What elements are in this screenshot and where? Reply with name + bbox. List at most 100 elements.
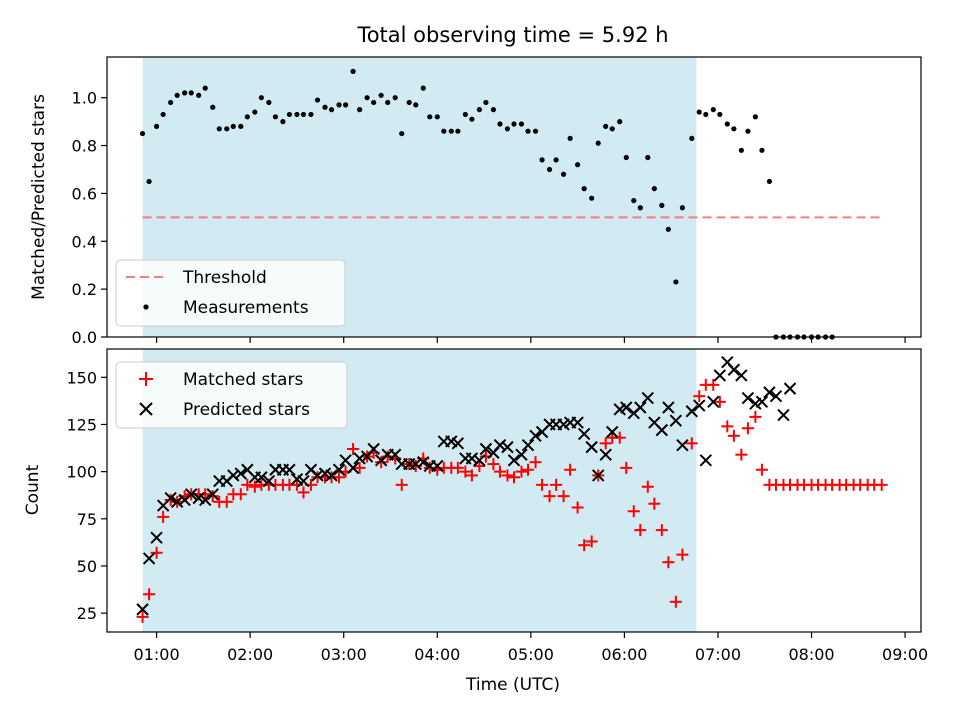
measurement-point (759, 147, 765, 153)
bottom-y-tick-label: 100 (66, 463, 97, 482)
measurement-point (238, 123, 244, 130)
measurement-point (766, 178, 773, 185)
measurement-point (665, 226, 671, 232)
measurement-point (710, 107, 716, 113)
measurement-points (139, 68, 835, 340)
matched-star-point (707, 378, 720, 391)
predicted-star-point (585, 440, 598, 454)
measurement-point (342, 102, 349, 108)
matched-star-point (749, 410, 762, 423)
predicted-star-point (417, 455, 430, 469)
matched-star-point (347, 442, 360, 455)
measurement-point (174, 92, 180, 98)
matched-star-point (634, 524, 647, 537)
measurement-point (286, 111, 293, 118)
predicted-star-point (353, 452, 366, 465)
matched-star-point (487, 458, 500, 471)
measurement-point (188, 90, 194, 96)
legend-measurements-swatch (143, 304, 149, 310)
bottom-legend: Matched stars Predicted stars (115, 361, 348, 429)
bottom-x-tick-label: 01:00 (134, 645, 180, 664)
matched-star-point (353, 461, 366, 474)
measurement-point (441, 128, 447, 134)
legend-matched-label: Matched stars (183, 370, 303, 390)
measurement-point (637, 205, 643, 211)
matched-star-point (627, 505, 640, 518)
predicted-star-point (346, 461, 360, 475)
predicted-star-point (325, 469, 338, 482)
matched-star-point (459, 465, 472, 478)
measurement-point (434, 114, 440, 120)
predicted-star-point (662, 401, 675, 414)
matched-star-point (473, 459, 486, 472)
predicted-star-point (713, 369, 727, 382)
measurement-point (539, 157, 545, 163)
predicted-star-point (409, 457, 422, 471)
predicted-star-point (529, 429, 542, 442)
matched-star-point (220, 495, 233, 508)
top-legend-frame (115, 259, 346, 327)
measurement-point (462, 111, 468, 118)
measurement-point (595, 140, 601, 146)
predicted-star-point (206, 488, 219, 501)
predicted-star-point (699, 454, 713, 467)
measurement-point (752, 114, 758, 120)
measurement-point (427, 114, 433, 120)
predicted-star-point (501, 440, 514, 454)
predicted-star-point (676, 439, 689, 452)
top-x-ticks (155, 337, 906, 343)
measurement-point (314, 97, 321, 103)
predicted-star-point (297, 474, 310, 488)
measurement-point (724, 121, 730, 127)
measurement-point (350, 68, 356, 74)
measurement-point (153, 123, 160, 130)
measurement-point (406, 99, 412, 106)
measurement-point (631, 197, 637, 204)
measurement-point (392, 95, 398, 101)
predicted-star-point (655, 423, 669, 437)
bottom-y-tick-label: 50 (77, 557, 97, 576)
predicted-star-point (741, 391, 755, 405)
bottom-x-tick-label: 08:00 (788, 645, 834, 664)
top-y-tick-label: 0.4 (72, 232, 97, 251)
matched-star-point (713, 395, 726, 408)
measurement-point (139, 130, 146, 137)
measurement-point (357, 107, 363, 113)
measurement-point (717, 111, 723, 118)
matched-star-point (451, 461, 464, 474)
measurement-point (609, 126, 615, 132)
bottom-x-tick-label: 03:00 (321, 645, 367, 664)
predicted-star-point (184, 488, 198, 501)
legend-threshold-label: Threshold (182, 268, 267, 288)
matched-star-point (241, 478, 254, 491)
predicted-star-point (641, 391, 655, 405)
predicted-star-point (685, 405, 698, 418)
matched-star-point (501, 469, 514, 482)
matched-star-point (297, 486, 310, 499)
measurement-point (525, 128, 531, 134)
predicted-star-point (479, 442, 493, 456)
measurement-point (455, 128, 461, 134)
predicted-star-point (227, 469, 240, 482)
measurement-point (160, 111, 166, 118)
measurement-point (745, 128, 751, 134)
measurement-point (673, 279, 679, 285)
matched-star-point (515, 465, 528, 478)
bottom-x-tick-label: 06:00 (601, 645, 647, 664)
predicted-star-point (234, 467, 248, 480)
measurement-point (413, 102, 419, 108)
bottom-y-axis-label: Count (23, 464, 43, 515)
matched-star-point (564, 463, 577, 476)
predicted-star-point (311, 469, 324, 482)
bottom-x-tick-label: 05:00 (508, 645, 554, 664)
bottom-x-tick-label: 04:00 (414, 645, 460, 664)
measurement-point (300, 111, 307, 118)
measurement-point (258, 95, 264, 101)
matched-star-point (248, 480, 261, 493)
matched-star-point (150, 546, 163, 559)
predicted-star-point (136, 603, 149, 616)
matched-star-point (557, 490, 570, 503)
measurement-point (651, 186, 657, 192)
measurement-point (575, 162, 581, 168)
